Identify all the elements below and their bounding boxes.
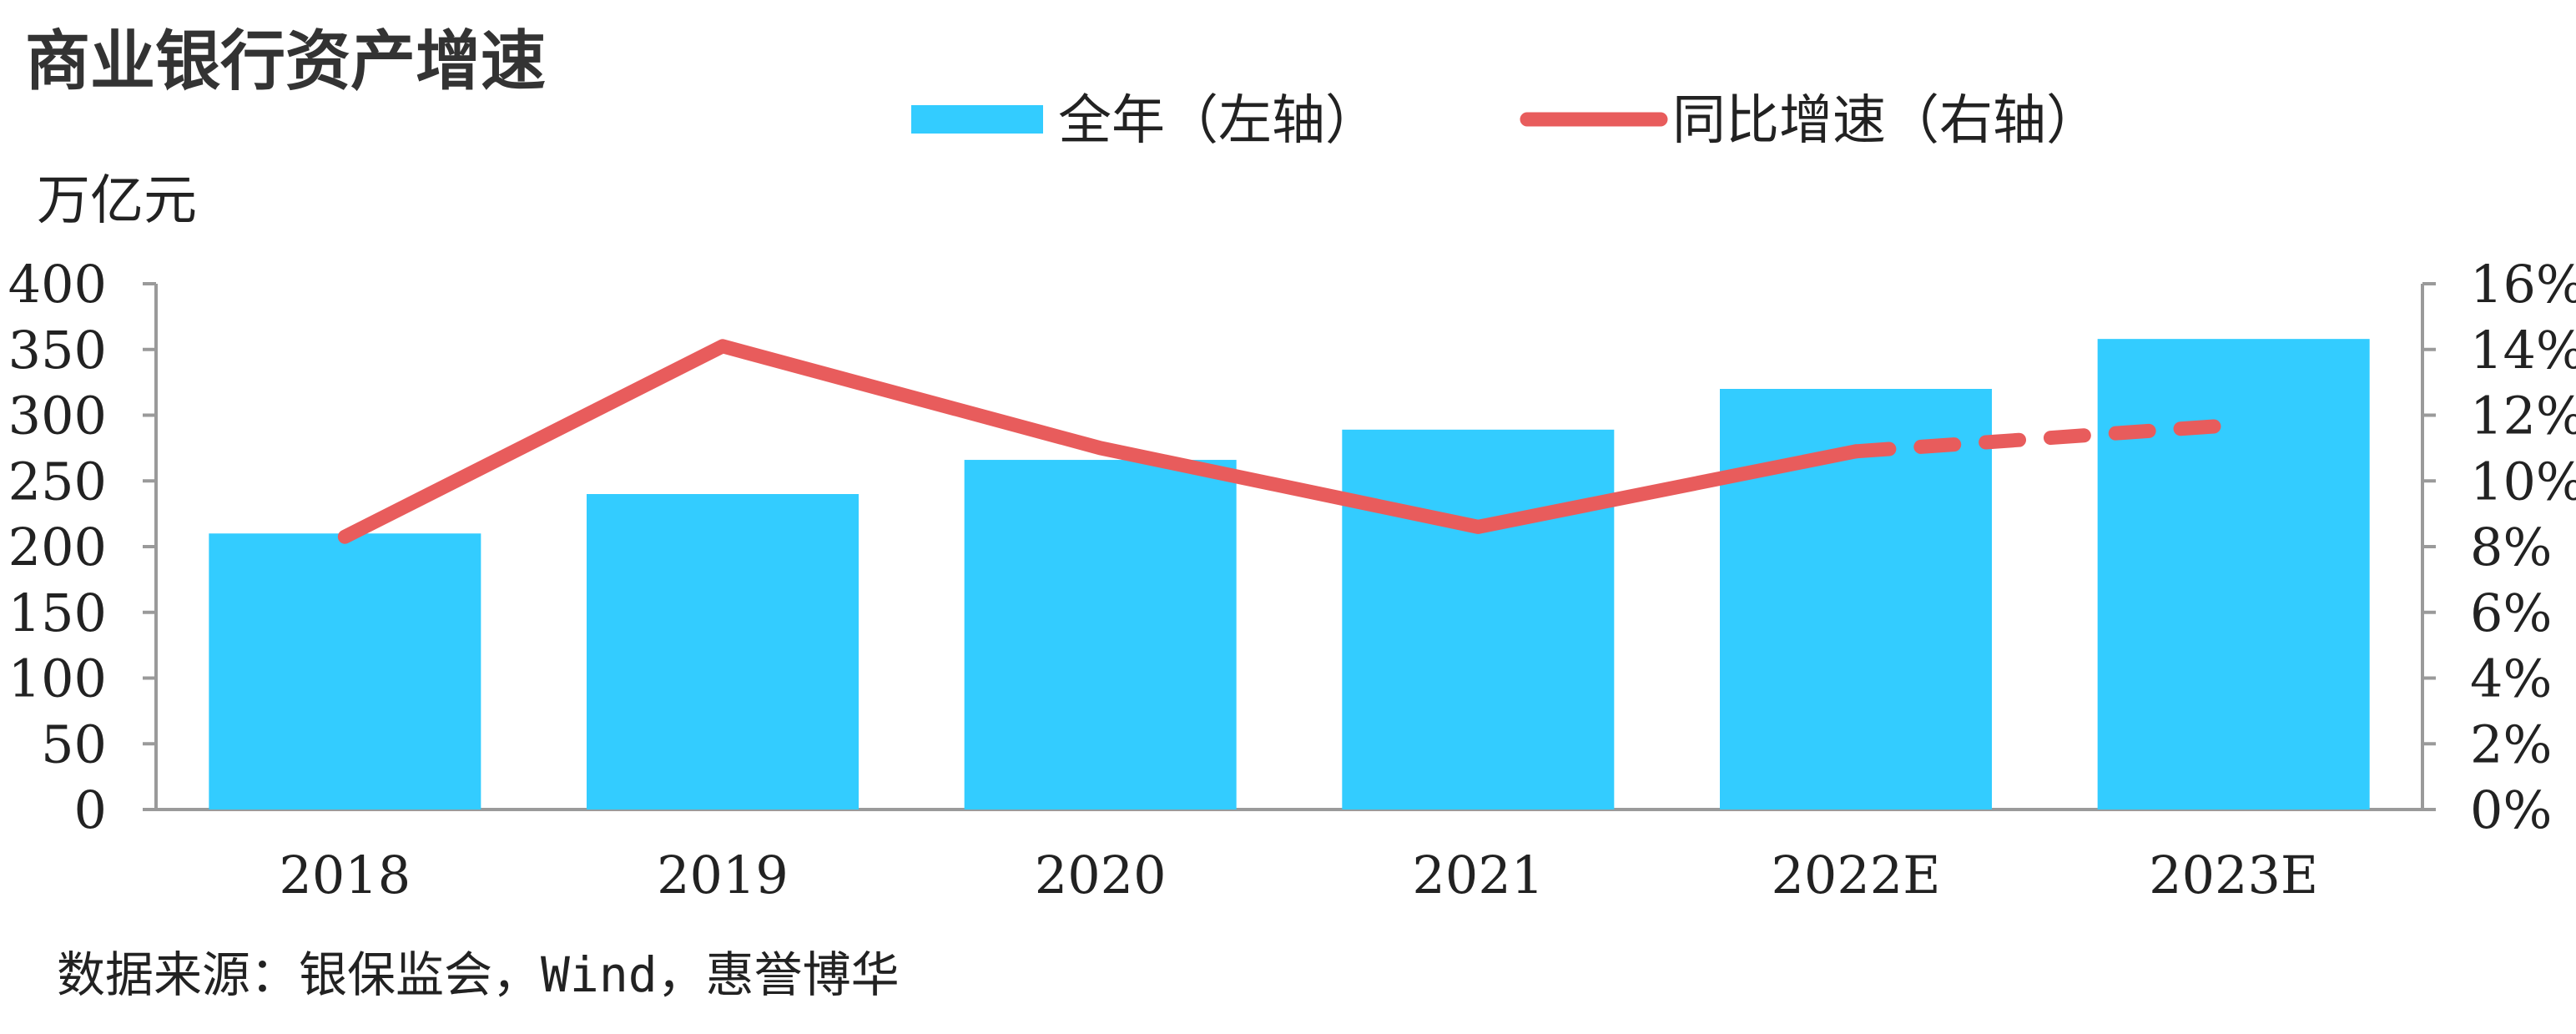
- x-tick-label: 2018: [279, 845, 411, 905]
- y-left-tick-label: 100: [8, 648, 107, 709]
- y-left-tick-label: 400: [8, 254, 107, 315]
- y-left-tick-label: 300: [8, 386, 107, 446]
- y-right-tick-label: 16%: [2470, 254, 2576, 315]
- y-right-tick-label: 4%: [2470, 648, 2552, 709]
- x-tick-label: 2019: [657, 845, 789, 905]
- y-right-tick-label: 8%: [2470, 517, 2552, 578]
- y-left-tick-label: 150: [8, 583, 107, 643]
- legend-bar-label: 全年（左轴）: [1058, 90, 1379, 152]
- y-left-tick-label: 200: [8, 517, 107, 578]
- growth-line-forecast: [1848, 417, 2241, 459]
- bar-2020: [964, 460, 1237, 810]
- y-left-tick-label: 350: [8, 320, 107, 381]
- y-right-tick-label: 6%: [2470, 583, 2552, 643]
- x-tick-label: 2023E: [2149, 845, 2318, 905]
- legend: 全年（左轴） 同比增速（右轴）: [911, 90, 2100, 152]
- y-right-tick-label: 12%: [2470, 386, 2576, 446]
- line-layer: [337, 339, 2241, 544]
- y-left-tick-label: 0: [74, 779, 107, 840]
- y-right-tick-label: 0%: [2470, 779, 2552, 840]
- bar-2019: [587, 494, 859, 810]
- y-left-tick-label: 250: [8, 451, 107, 512]
- bar-2022E: [1720, 389, 1992, 810]
- y-right-tick-label: 14%: [2470, 320, 2576, 381]
- y-right-tick-label: 10%: [2470, 451, 2576, 512]
- x-tick-label: 2020: [1035, 845, 1167, 905]
- y-left-unit: 万亿元: [37, 170, 197, 232]
- y-right-tick-label: 2%: [2470, 714, 2552, 774]
- bar-2021: [1342, 429, 1615, 810]
- x-tick-label: 2022E: [1771, 845, 1940, 905]
- axes: [143, 282, 2436, 811]
- bars-layer: [209, 339, 2370, 810]
- bar-2018: [209, 533, 481, 810]
- source-note: 数据来源：银保监会，Wind，惠誉博华: [57, 946, 900, 1003]
- bar-2023E: [2097, 339, 2370, 810]
- y-left-tick-label: 50: [41, 714, 107, 774]
- chart-title: 商业银行资产增速: [25, 24, 546, 99]
- legend-bar-swatch: [911, 105, 1043, 134]
- x-tick-label: 2021: [1412, 845, 1544, 905]
- legend-line-label: 同比增速（右轴）: [1672, 90, 2100, 152]
